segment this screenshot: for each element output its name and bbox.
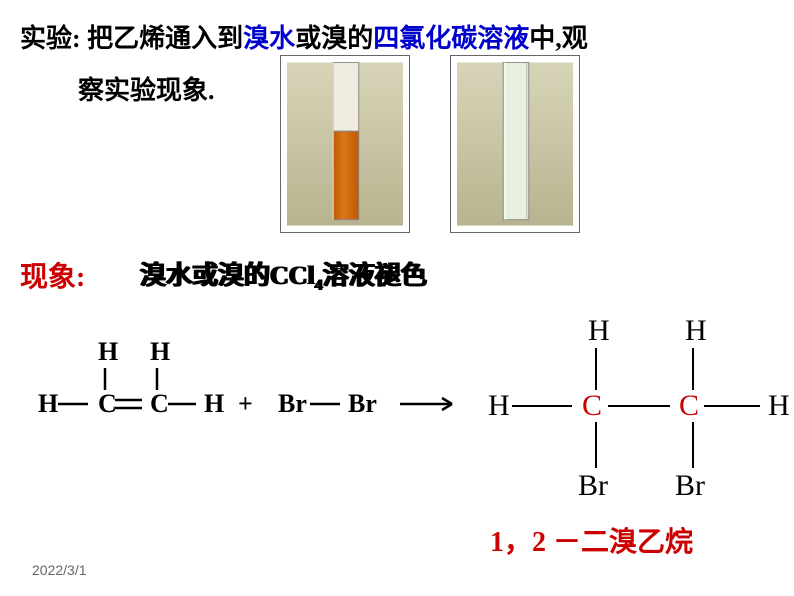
title-line-2: 察实验现象. xyxy=(78,70,215,107)
product-name: 1，2 －二溴乙烷 xyxy=(490,520,693,560)
svg-text:H: H xyxy=(38,389,58,418)
svg-text:C: C xyxy=(98,389,117,418)
reactant-svg: HHHCCH+BrBr xyxy=(20,320,460,460)
svg-text:H: H xyxy=(488,389,510,422)
title-blue-1: 溴水 xyxy=(243,24,295,53)
test-tube-before xyxy=(280,55,410,233)
svg-text:H: H xyxy=(98,337,118,366)
phenom-pre: 溴水或溴的CCl xyxy=(140,261,315,290)
product-svg: H H H C C H Br Br xyxy=(470,310,790,510)
phenom-sub: 4 xyxy=(315,277,323,294)
reactant-structure: HHHCCH+BrBr xyxy=(20,320,460,460)
svg-text:H: H xyxy=(588,314,610,347)
title-mid: 或溴的 xyxy=(295,24,373,53)
svg-text:H: H xyxy=(685,314,707,347)
svg-text:Br: Br xyxy=(278,389,307,418)
svg-text:C: C xyxy=(679,389,699,422)
phenomenon-text: 溴水或溴的CCl4溶液褪色 xyxy=(140,255,427,295)
svg-text:H: H xyxy=(768,389,790,422)
svg-text:+: + xyxy=(238,389,253,418)
svg-text:Br: Br xyxy=(578,469,608,502)
tube-before-svg xyxy=(287,62,403,226)
phenomenon-label: 现象: xyxy=(20,255,85,295)
title-line-1: 实验: 把乙烯通入到溴水或溴的四氯化碳溶液中,观 xyxy=(20,18,588,55)
svg-text:H: H xyxy=(204,389,224,418)
svg-text:Br: Br xyxy=(348,389,377,418)
title-blue-2: 四氯化碳溶液 xyxy=(373,24,529,53)
title-prefix: 实验: 把乙烯通入到 xyxy=(20,24,243,53)
test-tube-after xyxy=(450,55,580,233)
product-structure: HHHCCHBrBr xyxy=(470,310,780,510)
phenom-post: 溶液褪色 xyxy=(323,261,427,290)
svg-text:C: C xyxy=(582,389,602,422)
slide-date: 2022/3/1 xyxy=(32,562,87,578)
svg-text:H: H xyxy=(150,337,170,366)
svg-text:Br: Br xyxy=(675,469,705,502)
tube-after-svg xyxy=(457,62,573,226)
svg-text:C: C xyxy=(150,389,169,418)
title-suffix: 中,观 xyxy=(529,24,588,53)
